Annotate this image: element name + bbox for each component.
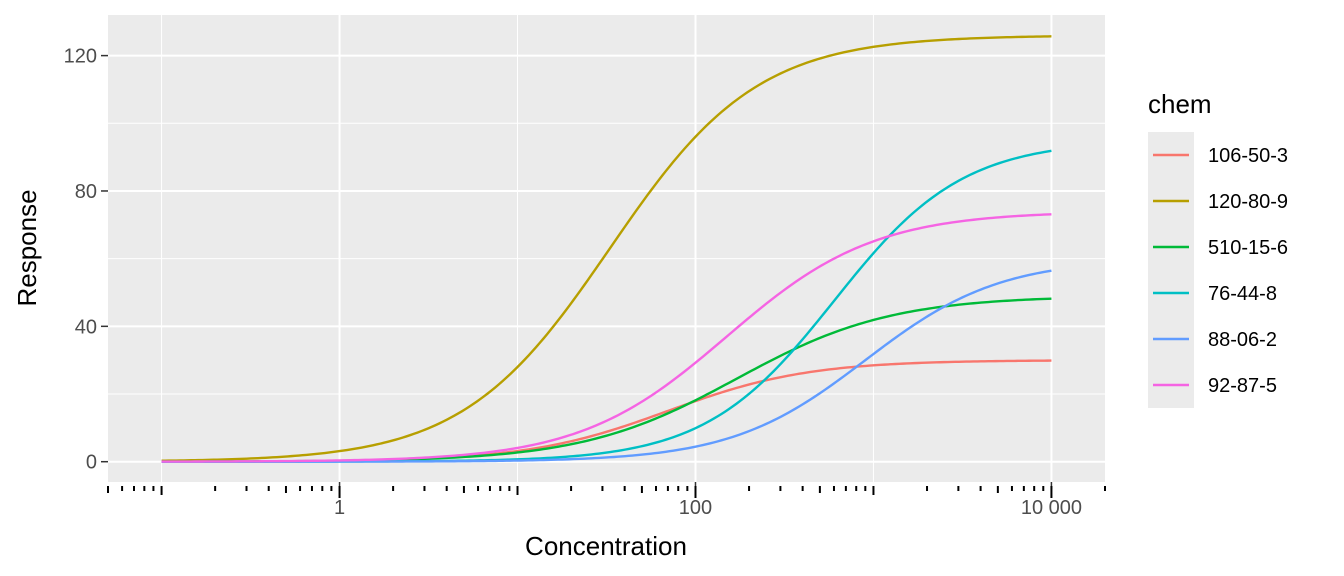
legend-label-76-44-8: 76-44-8 <box>1208 283 1277 305</box>
legend-label-88-06-2: 88-06-2 <box>1208 329 1277 351</box>
axes: 0 40 80 120 1 100 10 000 <box>64 46 1106 519</box>
x-tick-label: 100 <box>679 497 712 519</box>
y-tick-label: 0 <box>86 452 97 474</box>
legend-items: 106-50-3 120-80-9 510-15-6 76-44-8 88-06-2 92… <box>1153 145 1288 397</box>
log-ticks <box>107 486 1106 498</box>
series-line-120-80-9 <box>161 35 1052 462</box>
legend: chem 106-50-3 120-80-9 510-15-6 76-44-8 88-0… <box>1148 89 1288 408</box>
y-axis-title: Response <box>12 189 42 306</box>
y-tick-label: 80 <box>75 181 97 203</box>
series-layer <box>161 35 1052 463</box>
legend-key-background <box>1148 132 1194 408</box>
legend-label-120-80-9: 120-80-9 <box>1208 191 1288 213</box>
x-tick-label: 1 <box>334 497 345 519</box>
y-tick-label: 120 <box>64 46 97 68</box>
legend-label-92-87-5: 92-87-5 <box>1208 375 1277 397</box>
series-line-92-87-5 <box>161 213 1052 463</box>
y-tick-label: 40 <box>75 316 97 338</box>
plot-background <box>108 15 1105 482</box>
legend-title: chem <box>1148 89 1212 119</box>
x-tick-label: 10 000 <box>1021 497 1082 519</box>
x-axis-title: Concentration <box>525 531 687 561</box>
legend-label-106-50-3: 106-50-3 <box>1208 145 1288 167</box>
legend-label-510-15-6: 510-15-6 <box>1208 237 1288 259</box>
